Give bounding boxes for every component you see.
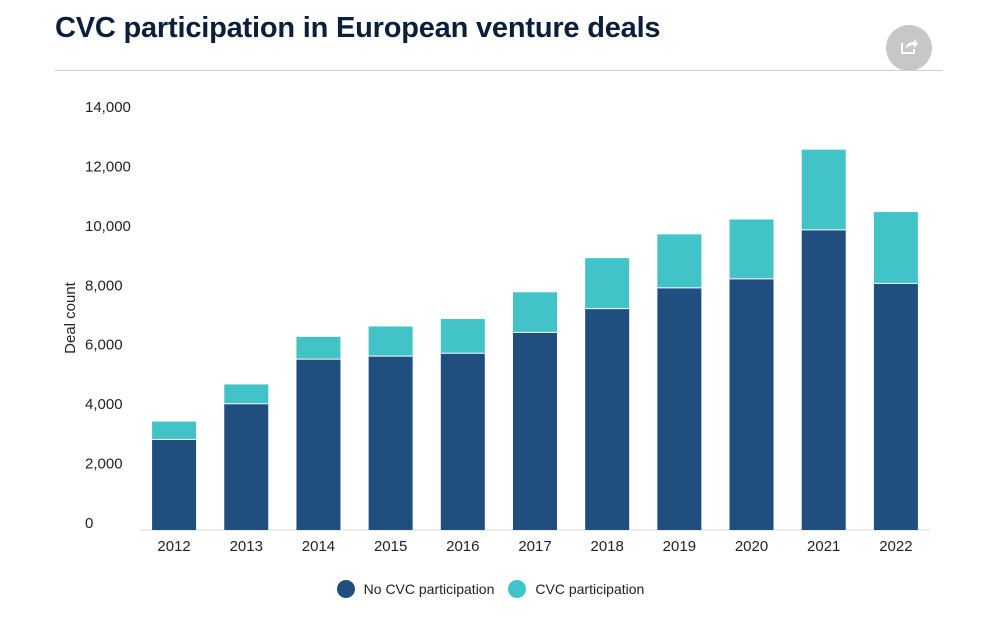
x-tick-label: 2012 (157, 538, 190, 555)
stacked-bar-chart: 02,0004,0006,0008,00010,00012,00014,000 … (62, 99, 930, 555)
x-tick-label: 2022 (879, 538, 912, 555)
bar-no-cvc-2019[interactable] (657, 287, 702, 530)
bar-cvc-2020[interactable] (729, 219, 774, 279)
legend-label-no-cvc: No CVC participation (363, 581, 495, 597)
y-tick-label: 6,000 (85, 337, 123, 354)
bars-group (152, 149, 918, 530)
legend-label-cvc: CVC participation (535, 581, 645, 597)
bar-no-cvc-2013[interactable] (224, 403, 269, 530)
legend-item-cvc[interactable]: CVC participation (508, 580, 644, 598)
bar-no-cvc-2017[interactable] (513, 332, 557, 530)
y-tick-label: 12,000 (85, 158, 131, 175)
x-axis-ticks: 2012 2013 2014 2015 2016 2017 2018 2019 2020 2021… (157, 538, 912, 555)
bar-cvc-2018[interactable] (585, 258, 630, 309)
y-tick-label: 14,000 (85, 99, 131, 116)
y-tick-label: 2,000 (85, 456, 123, 473)
legend-item-no-cvc[interactable]: No CVC participation (336, 580, 495, 598)
y-tick-label: 8,000 (85, 277, 123, 294)
x-tick-label: 2014 (302, 538, 335, 555)
bar-cvc-2016[interactable] (440, 319, 485, 354)
bar-no-cvc-2020[interactable] (729, 278, 774, 530)
bar-no-cvc-2018[interactable] (585, 308, 630, 530)
x-tick-label: 2020 (735, 538, 768, 555)
bar-no-cvc-2022[interactable] (873, 283, 918, 530)
title-divider (55, 70, 943, 71)
y-tick-label: 10,000 (85, 218, 131, 235)
page-title: CVC participation in European venture de… (55, 12, 661, 44)
bar-cvc-2017[interactable] (513, 292, 557, 333)
bar-no-cvc-2012[interactable] (152, 439, 197, 530)
x-tick-label: 2019 (663, 538, 696, 555)
bar-cvc-2012[interactable] (152, 421, 197, 440)
bar-cvc-2013[interactable] (224, 384, 269, 404)
bar-cvc-2021[interactable] (801, 149, 846, 230)
bar-no-cvc-2014[interactable] (296, 359, 341, 530)
legend-swatch-no-cvc (336, 580, 355, 598)
share-icon (899, 37, 919, 60)
bar-no-cvc-2021[interactable] (801, 229, 846, 530)
y-axis-ticks: 0 2,000 4,000 6,000 8,000 10,000 12,000 14,000 (85, 99, 131, 532)
y-axis-title: Deal count (62, 281, 79, 354)
y-tick-label: 4,000 (85, 396, 123, 413)
bar-cvc-2015[interactable] (368, 326, 413, 357)
bar-no-cvc-2015[interactable] (368, 356, 413, 530)
bar-no-cvc-2016[interactable] (440, 353, 485, 530)
x-tick-label: 2017 (518, 538, 551, 555)
x-tick-label: 2021 (807, 538, 840, 555)
x-tick-label: 2016 (446, 538, 479, 555)
bar-cvc-2014[interactable] (296, 336, 341, 360)
y-tick-label: 0 (85, 515, 93, 532)
share-button[interactable] (886, 25, 932, 71)
bar-cvc-2019[interactable] (657, 234, 702, 288)
x-tick-label: 2018 (590, 538, 623, 555)
x-tick-label: 2015 (374, 538, 407, 555)
x-tick-label: 2013 (230, 538, 263, 555)
bar-cvc-2022[interactable] (873, 212, 918, 284)
legend-swatch-cvc (508, 580, 527, 598)
legend: No CVC participation CVC participation (0, 580, 981, 598)
